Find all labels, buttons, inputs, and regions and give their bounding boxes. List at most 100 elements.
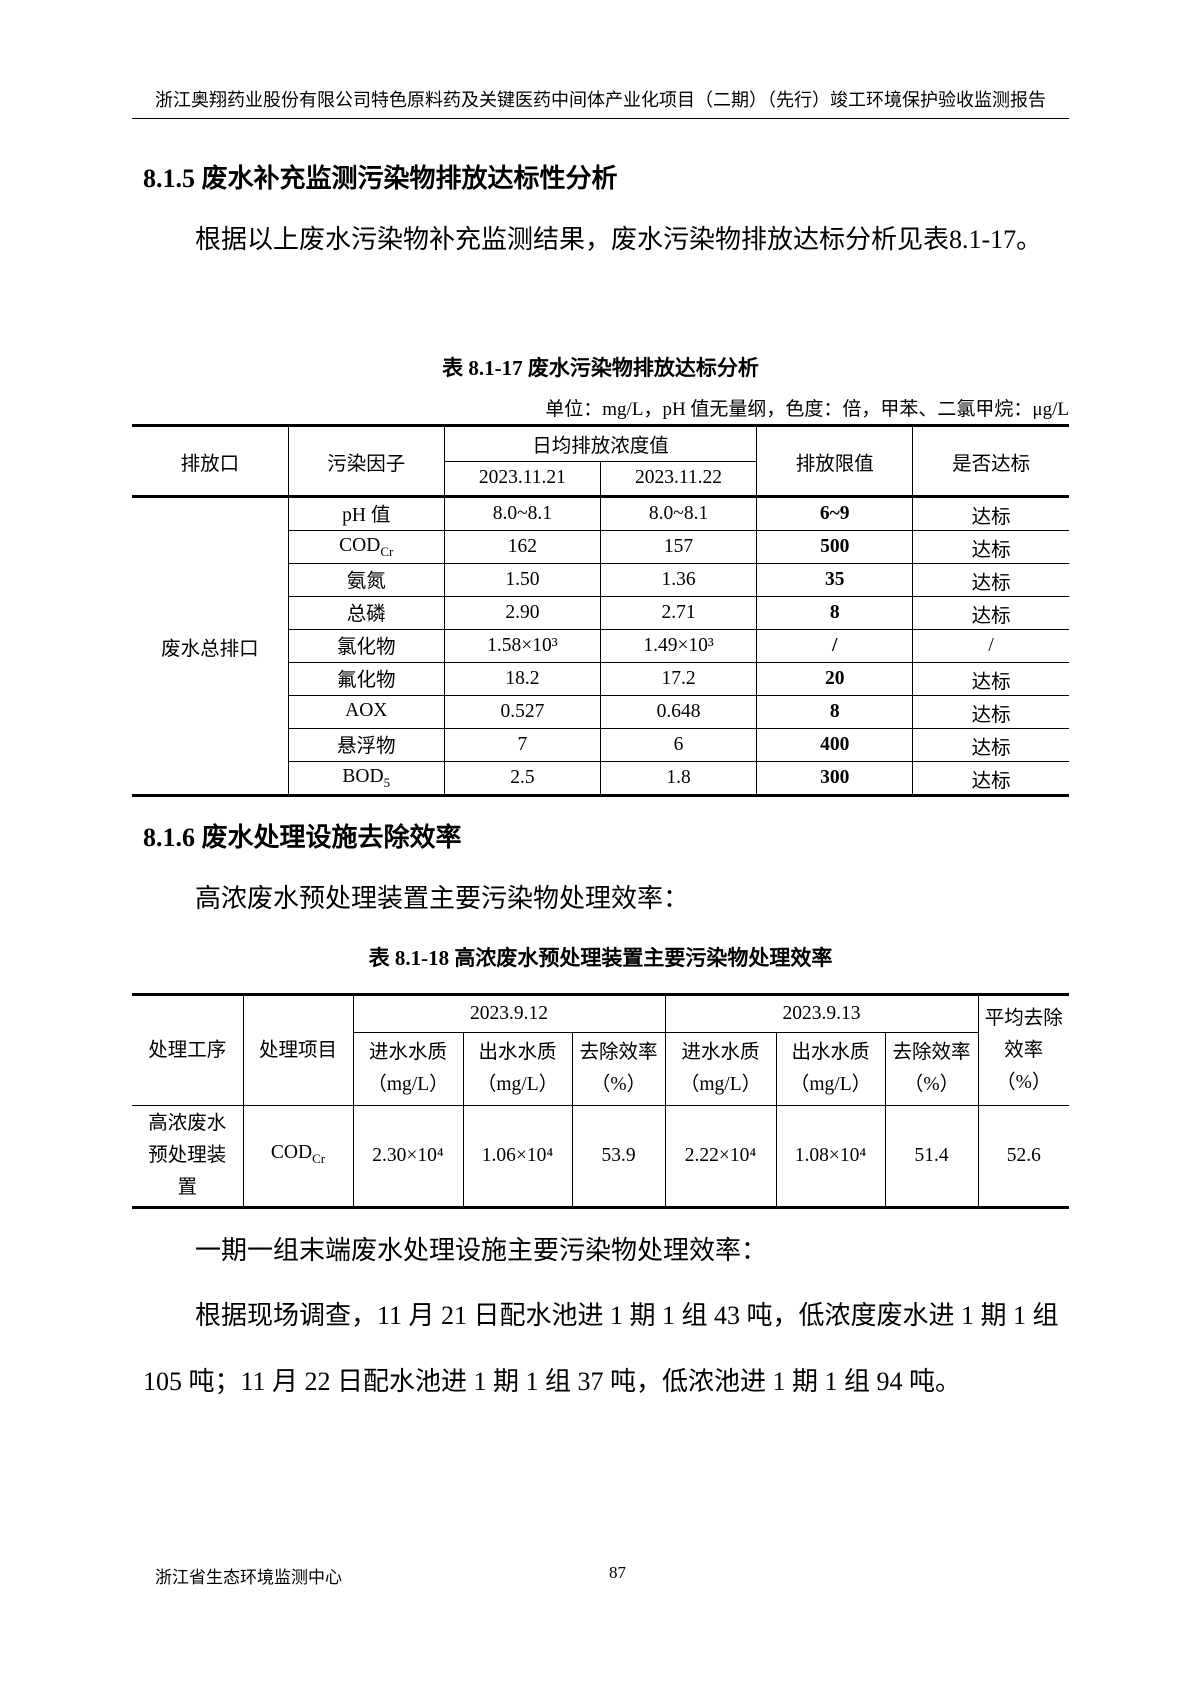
value-cell: 1.58×10³ [443,629,601,663]
col-header: 是否达标 [912,424,1069,497]
cell-text: 氟化物 [336,670,396,692]
col-header: 出水水质（mg/L） [775,1032,886,1106]
cell: 高浓废水预处理装置 [132,1105,244,1209]
factor-cell: AOX [288,695,445,729]
cell: 51.4 [884,1105,979,1209]
col-header: 进水水质（mg/L） [353,1032,464,1106]
limit-cell: 400 [756,728,914,762]
value-cell: 1.49×10³ [599,629,758,663]
value-cell: 7 [443,728,601,762]
paragraph: 根据以上废水污染物补充监测结果，废水污染物排放达标分析见表8.1-17。 [195,225,1043,254]
col-header: 日均排放浓度值 [443,424,758,462]
table-caption: 表 8.1-18 高浓废水预处理装置主要污染物处理效率 [368,946,833,970]
value-cell: 0.527 [443,695,601,729]
table-row: 废水总排口 pH 值 8.0~8.1 8.0~8.1 6~9 达标 [132,495,1069,797]
col-header: 排放口 [132,424,289,497]
table-row: 高浓废水预处理装置 CODCr 2.30×10⁴ 1.06×10⁴ 53.9 2.22×1… [132,1105,1070,1209]
cell: 2.30×10⁴ [352,1105,464,1209]
limit-cell: 20 [756,662,914,696]
col-header: 2023.9.12 [352,993,666,1033]
factor-cell: 总磷 [288,596,445,630]
discharge-compliance-table: 排放口 污染因子 日均排放浓度值 排放限值 是否达标 2023.11.21 2023.11… [132,424,1069,797]
cell-text: 氨氮 [346,571,386,593]
limit-cell: 500 [756,530,914,564]
value-cell: 2.90 [443,596,601,630]
table-row: 总磷 2.90 2.71 8 达标 [132,596,1069,630]
table-row: 氨氮 1.50 1.36 35 达标 [132,563,1069,597]
col-header: 平均去除效率（%） [977,993,1070,1106]
limit-cell: 35 [756,563,914,597]
cell: CODCr [242,1105,354,1209]
col-header: 2023.9.13 [664,993,979,1033]
result-cell: 达标 [912,695,1069,729]
col-header: 出水水质（mg/L） [462,1032,573,1106]
cell-text: BOD [342,765,384,787]
limit-cell: / [756,629,914,663]
value-cell: 17.2 [599,662,758,696]
col-header: 进水水质（mg/L） [664,1032,777,1106]
result-cell: 达标 [912,662,1069,696]
cell: 1.08×10⁴ [775,1105,886,1209]
factor-cell: CODCr [288,530,445,564]
value-cell: 157 [599,530,758,564]
section-heading-8-1-5: 8.1.5 废水补充监测污染物排放达标性分析 [143,164,618,193]
value-cell: 1.8 [599,761,758,797]
col-header: 处理项目 [242,993,354,1106]
unit-note: 单位：mg/L，pH 值无量纲，色度：倍，甲苯、二氯甲烷：μg/L [545,399,1069,420]
footer-org: 浙江省生态环境监测中心 [155,1568,342,1587]
cell-text: COD [270,1142,313,1164]
result-cell: 达标 [912,596,1069,630]
paragraph: 一期一组末端废水处理设施主要污染物处理效率： [195,1236,768,1265]
limit-cell: 8 [756,596,914,630]
col-header: 2023.11.22 [599,460,757,498]
value-cell: 2.5 [443,761,601,797]
cell: 1.06×10⁴ [462,1105,573,1209]
value-cell: 18.2 [443,662,601,696]
outlet-cell: 废水总排口 [132,495,289,797]
removal-efficiency-table: 处理工序 处理项目 2023.9.12 2023.9.13 平均去除效率（%） 进水水质… [132,993,1070,1209]
paragraph: 高浓废水预处理装置主要污染物处理效率： [195,884,690,913]
section-heading-8-1-6: 8.1.6 废水处理设施去除效率 [143,823,462,852]
value-cell: 8.0~8.1 [443,495,601,531]
cell-text: 氯化物 [336,637,396,659]
col-header: 去除效率（%） [884,1032,979,1106]
col-header: 2023.11.21 [444,460,601,498]
factor-cell: pH 值 [287,495,445,531]
factor-cell: 氨氮 [288,563,445,597]
limit-cell: 300 [756,761,914,797]
value-cell: 6 [599,728,758,762]
value-cell: 1.36 [599,563,758,597]
value-cell: 2.71 [599,596,758,630]
result-cell: 达标 [912,728,1069,762]
result-cell: 达标 [912,495,1069,531]
table-row: AOX 0.527 0.648 8 达标 [132,695,1069,729]
result-cell: 达标 [912,530,1069,564]
paragraph: 根据现场调查，11 月 21 日配水池进 1 期 1 组 43 吨，低浓度废水进… [143,1301,1059,1396]
subscript: 5 [383,774,391,790]
subscript: Cr [312,1150,326,1166]
page-number: 87 [609,1563,626,1582]
table-row: 悬浮物 7 6 400 达标 [132,728,1069,762]
result-cell: 达标 [912,761,1069,797]
value-cell: 0.648 [599,695,758,729]
limit-cell: 6~9 [756,495,914,531]
running-header: 浙江奥翔药业股份有限公司特色原料药及关键医药中间体产业化项目（二期）（先行）竣工… [132,86,1069,119]
cell-text: 总磷 [346,604,386,626]
cell-text: 悬浮物 [336,736,396,758]
col-header: 去除效率（%） [571,1032,666,1106]
factor-cell: 悬浮物 [288,728,445,762]
table-row: 氟化物 18.2 17.2 20 达标 [132,662,1069,696]
result-cell: / [912,629,1069,663]
factor-cell: 氟化物 [288,662,445,696]
table-row: BOD5 2.5 1.8 300 达标 [132,761,1069,797]
factor-cell: 氯化物 [288,629,445,663]
col-header: 污染因子 [287,424,445,497]
cell-text: pH 值 [342,505,391,527]
value-cell: 8.0~8.1 [599,495,758,531]
limit-cell: 8 [756,695,914,729]
result-cell: 达标 [912,563,1069,597]
table-caption: 表 8.1-17 废水污染物排放达标分析 [442,356,759,380]
subscript: Cr [380,543,394,559]
cell: 2.22×10⁴ [664,1105,777,1209]
